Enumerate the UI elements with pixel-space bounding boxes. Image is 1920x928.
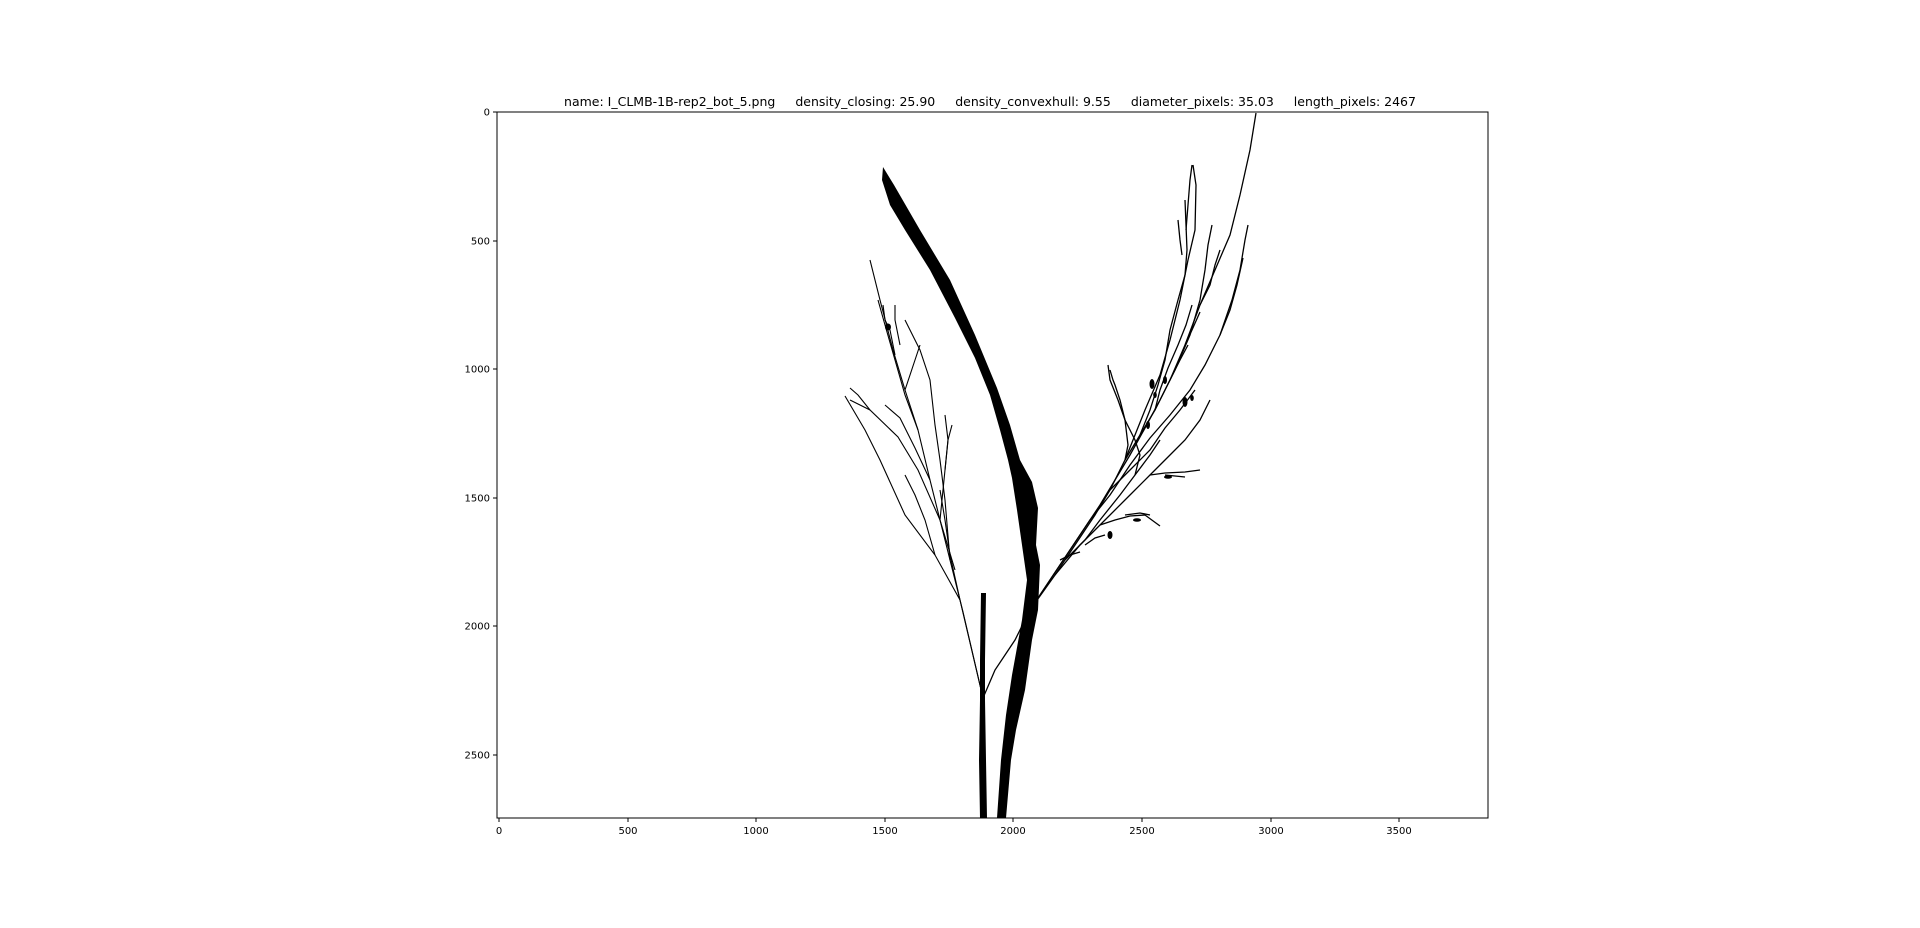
x-tick-label: 2500 (1129, 826, 1154, 837)
x-tick-label: 0 (496, 826, 502, 837)
right-seeds (1107, 376, 1194, 539)
x-tick-label: 500 (618, 826, 637, 837)
right-panicle (982, 112, 1257, 699)
y-tick-label: 0 (484, 108, 490, 119)
title-density-closing: density_closing: 25.90 (795, 94, 935, 109)
secondary-stem (979, 593, 987, 818)
figure-title: name: I_CLMB-1B-rep2_bot_5.png density_c… (564, 94, 1416, 109)
x-tick-label: 1500 (872, 826, 897, 837)
title-length-pixels: length_pixels: 2467 (1294, 94, 1416, 109)
y-axis (493, 111, 497, 756)
y-tick-label: 500 (471, 237, 490, 248)
main-stem (882, 167, 1040, 818)
y-tick-label: 1500 (465, 494, 490, 505)
x-axis (498, 818, 1400, 822)
x-tick-label: 1000 (743, 826, 768, 837)
title-diameter-pixels: diameter_pixels: 35.03 (1131, 94, 1274, 109)
x-tick-label: 3500 (1386, 826, 1411, 837)
y-tick-label: 1000 (465, 365, 490, 376)
y-tick-label: 2000 (465, 622, 490, 633)
left-panicle (844, 259, 984, 699)
title-line: name: I_CLMB-1B-rep2_bot_5.png density_c… (564, 94, 1416, 109)
x-tick-label: 2000 (1000, 826, 1025, 837)
x-tick-label: 3000 (1258, 826, 1283, 837)
x-tick-labels: 0 500 1000 1500 2000 2500 3000 3500 (496, 826, 1412, 837)
plant-silhouette (844, 112, 1257, 818)
y-tick-label: 2500 (465, 751, 490, 762)
left-seeds (885, 323, 891, 331)
axes-frame (496, 111, 1489, 819)
y-tick-labels: 0 500 1000 1500 2000 2500 (465, 108, 490, 762)
title-density-convexhull: density_convexhull: 9.55 (955, 94, 1111, 109)
title-name: name: I_CLMB-1B-rep2_bot_5.png (564, 94, 775, 109)
